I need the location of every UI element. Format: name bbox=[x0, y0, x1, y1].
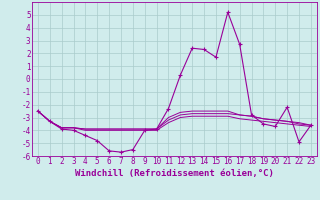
X-axis label: Windchill (Refroidissement éolien,°C): Windchill (Refroidissement éolien,°C) bbox=[75, 169, 274, 178]
